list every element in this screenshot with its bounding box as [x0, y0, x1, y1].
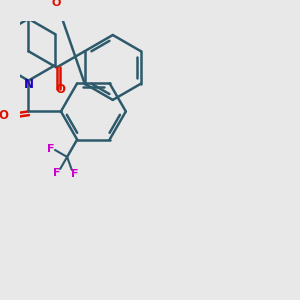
Text: O: O	[55, 82, 65, 96]
Text: N: N	[23, 78, 34, 91]
Text: O: O	[0, 109, 8, 122]
Text: F: F	[47, 144, 55, 154]
Text: F: F	[71, 169, 79, 179]
Text: O: O	[52, 0, 61, 8]
Text: F: F	[53, 168, 61, 178]
